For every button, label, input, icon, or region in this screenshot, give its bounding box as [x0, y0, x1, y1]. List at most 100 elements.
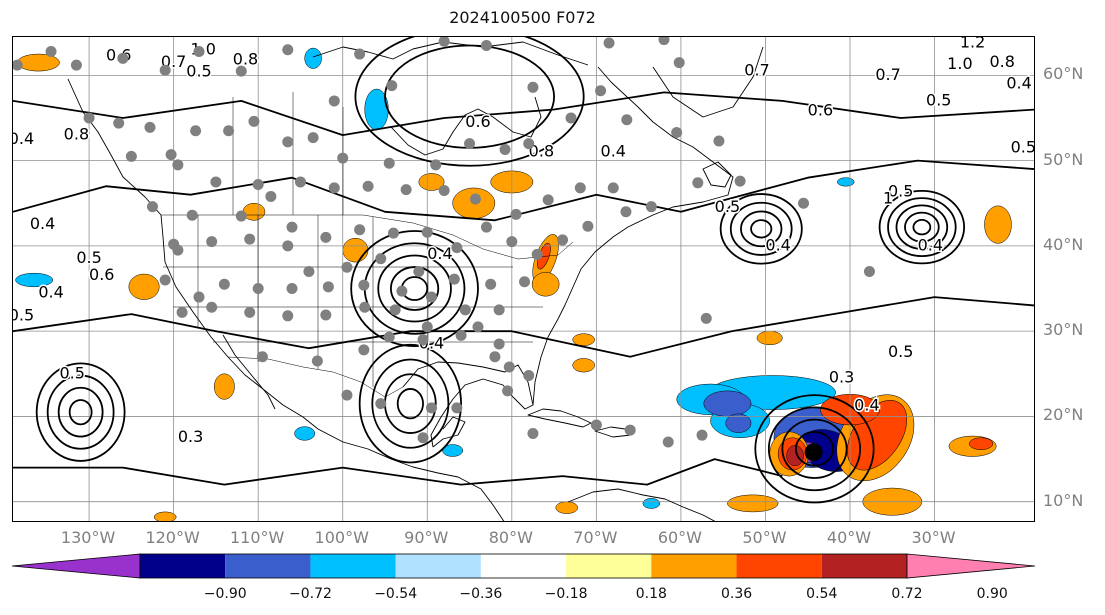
contour-line — [371, 358, 450, 449]
station-marker — [523, 369, 535, 381]
station-marker — [493, 338, 505, 350]
station-marker — [798, 197, 809, 209]
station-marker — [527, 81, 539, 93]
station-marker — [282, 44, 294, 56]
lat-tick-label: 40°N — [1043, 234, 1084, 254]
station-marker — [863, 265, 875, 277]
station-marker — [159, 274, 171, 286]
station-marker — [113, 117, 125, 129]
station-marker — [282, 136, 294, 148]
map-frame[interactable]: 1.00.70.80.50.60.40.80.40.50.40.50.60.50… — [12, 36, 1035, 522]
shading-region — [16, 53, 60, 72]
coastlines — [67, 41, 764, 521]
colorbar-tick-label: 0.72 — [891, 586, 923, 602]
shading-region — [304, 47, 322, 69]
coastline-cuba — [527, 408, 592, 428]
contour-label: 1.2 — [960, 37, 985, 51]
contour-label: 0.6 — [465, 112, 490, 131]
station-marker — [147, 201, 158, 213]
lat-tick-label: 20°N — [1043, 405, 1084, 425]
station-marker — [506, 236, 518, 248]
contour-label: 0.5 — [926, 90, 951, 109]
lat-tick-label: 50°N — [1043, 149, 1084, 169]
station-marker — [210, 176, 222, 188]
storm-layer — [804, 443, 823, 462]
map-title: 2024100500 F072 — [449, 8, 596, 27]
shading-region — [153, 511, 177, 521]
station-marker — [252, 179, 264, 191]
contour-line — [750, 219, 773, 239]
station-marker — [286, 283, 298, 295]
station-markers — [13, 37, 875, 448]
colorbar-segment — [736, 554, 822, 578]
contour-label: 0.5 — [59, 363, 84, 382]
station-marker — [244, 306, 256, 318]
station-marker — [510, 208, 522, 220]
contour-labels: 1.00.70.80.50.60.40.80.40.50.40.50.60.50… — [13, 37, 1034, 448]
shading-region — [725, 413, 752, 433]
contour-label: 1.0 — [947, 54, 972, 73]
station-marker — [193, 291, 205, 303]
station-marker — [565, 112, 577, 124]
shading-region — [15, 272, 53, 288]
shading-region — [572, 358, 595, 373]
colorbar-segment — [395, 554, 481, 578]
contour-line — [754, 394, 875, 504]
station-marker — [523, 138, 535, 150]
station-marker — [527, 427, 539, 439]
station-marker — [223, 125, 235, 137]
station-marker — [218, 278, 230, 290]
contour-line — [912, 218, 932, 236]
station-marker — [421, 321, 433, 333]
shading-region — [294, 426, 316, 441]
colorbar-tick-label: −0.36 — [459, 586, 503, 602]
contour-label: 0.4 — [1006, 73, 1031, 92]
coastline-hudson — [390, 96, 542, 156]
contour-line — [354, 37, 585, 167]
station-marker — [582, 220, 594, 232]
station-marker — [354, 224, 366, 236]
contour-line — [358, 343, 462, 464]
station-marker — [206, 301, 218, 313]
station-marker — [383, 157, 395, 169]
border-us-canada — [161, 214, 574, 260]
station-marker — [190, 125, 202, 137]
colorbar-tick-label: 0.54 — [806, 586, 838, 602]
station-marker — [645, 201, 657, 213]
station-marker — [480, 40, 492, 52]
station-marker — [469, 193, 481, 205]
station-marker — [472, 321, 484, 333]
station-marker — [413, 265, 425, 277]
station-marker — [375, 398, 387, 410]
contour-line — [781, 418, 848, 479]
station-marker — [692, 177, 704, 189]
station-marker — [328, 95, 340, 107]
station-marker — [451, 402, 463, 414]
contour-label: 0.3 — [178, 427, 203, 446]
map-canvas[interactable]: 1.00.70.80.50.60.40.80.40.50.40.50.60.50… — [13, 37, 1035, 522]
station-marker — [673, 57, 685, 69]
colorbar-under-triangle — [11, 553, 141, 579]
colorbar-segment — [821, 554, 907, 578]
colorbar-tick-label: 0.18 — [635, 586, 667, 602]
station-marker — [358, 279, 370, 291]
contour-label: 0.6 — [89, 265, 114, 284]
political-borders — [161, 92, 574, 398]
station-marker — [574, 182, 586, 194]
station-marker — [45, 45, 57, 57]
colorbar-tick-label: 0.90 — [976, 586, 1008, 602]
station-marker — [165, 149, 177, 161]
shading-region — [756, 330, 783, 346]
station-marker — [328, 182, 340, 194]
station-marker — [624, 424, 636, 436]
station-marker — [438, 184, 450, 196]
station-marker — [320, 309, 332, 321]
shading-region — [418, 173, 445, 191]
coastline-arctic — [312, 41, 589, 66]
contour-line — [384, 44, 555, 149]
shading-region — [703, 390, 752, 417]
station-marker — [386, 80, 398, 92]
station-marker — [400, 184, 412, 196]
station-marker — [713, 135, 725, 147]
shading-region — [786, 445, 804, 467]
